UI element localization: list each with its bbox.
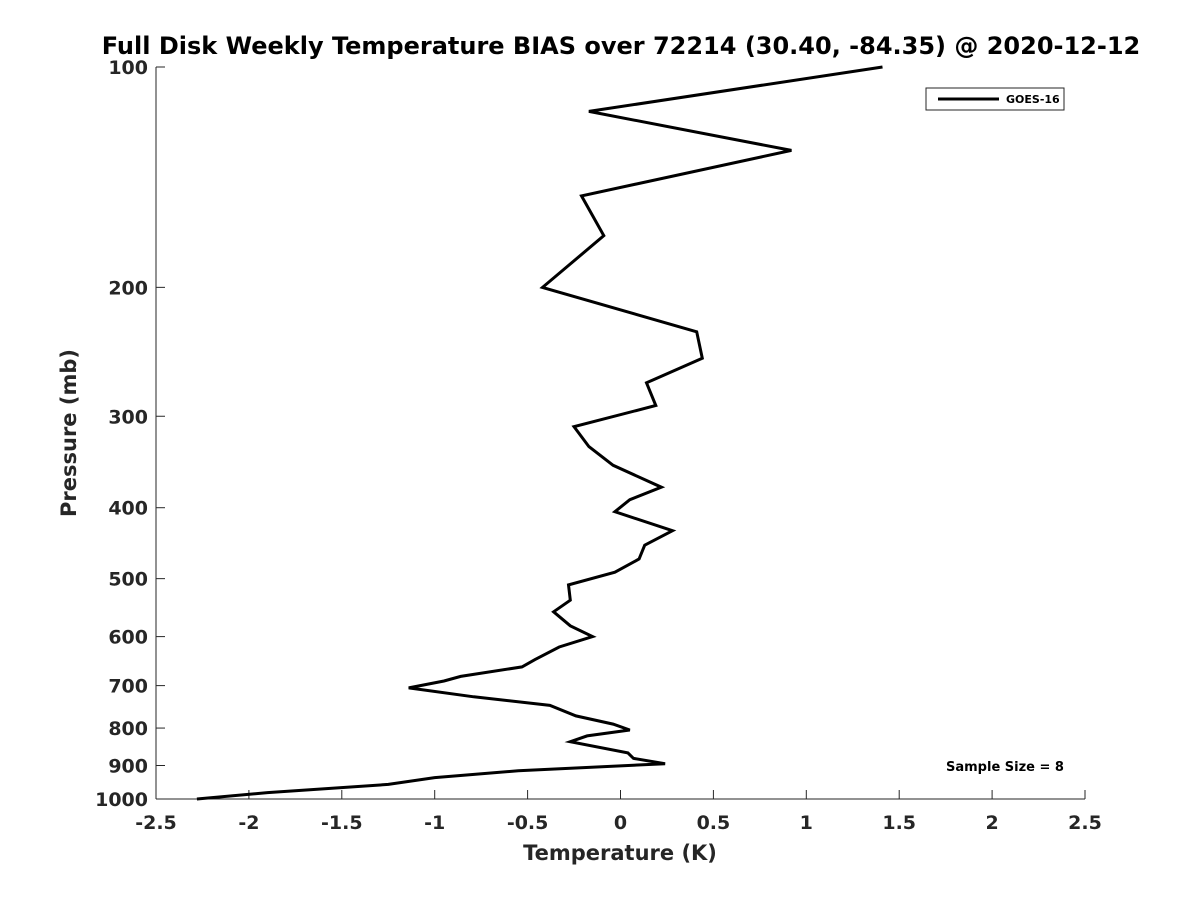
data-point — [643, 544, 646, 547]
x-tick-label: 0.5 — [697, 812, 731, 834]
data-point — [664, 762, 667, 765]
chart-title: Full Disk Weekly Temperature BIAS over 7… — [102, 32, 1141, 60]
y-tick-label: 900 — [108, 756, 148, 778]
data-point — [626, 751, 629, 754]
data-point — [587, 445, 590, 448]
data-point — [628, 729, 631, 732]
data-point — [613, 571, 616, 574]
data-point — [591, 635, 594, 638]
data-point — [671, 529, 674, 532]
y-ticks: 100 200 300 400 500 600 700 800 900 1000 — [95, 57, 165, 811]
legend: GOES-16 — [925, 87, 1065, 111]
data-point — [580, 194, 583, 197]
y-tick-label: 100 — [108, 57, 148, 79]
data-point — [628, 498, 631, 501]
data-point — [695, 330, 698, 333]
y-tick-label: 600 — [108, 627, 148, 649]
data-point — [195, 798, 198, 801]
data-point — [534, 658, 537, 661]
x-tick-label: 1 — [800, 812, 813, 834]
y-tick-label: 400 — [108, 498, 148, 520]
data-point — [701, 357, 704, 360]
data-point — [558, 646, 561, 649]
data-point — [638, 558, 641, 561]
data-point — [574, 714, 577, 717]
data-point — [573, 425, 576, 428]
series-line-goes-16 — [196, 65, 883, 801]
x-tick-label: 0 — [614, 812, 627, 834]
data-point — [881, 66, 884, 69]
data-point — [790, 149, 793, 152]
data-point — [407, 686, 410, 689]
data-point — [569, 624, 572, 627]
data-point — [266, 791, 269, 794]
data-point — [517, 769, 520, 772]
data-point — [541, 286, 544, 289]
y-tick-label: 1000 — [95, 789, 148, 811]
y-tick-label: 800 — [108, 718, 148, 740]
plot-area — [156, 67, 1085, 799]
data-point — [569, 740, 572, 743]
data-point — [660, 486, 663, 489]
data-point — [548, 704, 551, 707]
data-point — [586, 734, 589, 737]
x-axis-label: Temperature (K) — [523, 841, 717, 865]
x-ticks: -2.5 -2 -1.5 -1 -0.5 0 0.5 1 1.5 2 2.5 — [135, 790, 1102, 834]
legend-label-goes-16: GOES-16 — [1006, 93, 1060, 106]
y-tick-label: 200 — [108, 277, 148, 299]
data-point — [443, 680, 446, 683]
sample-size-note: Sample Size = 8 — [946, 760, 1064, 775]
data-point — [552, 610, 555, 613]
series-layer — [195, 65, 884, 801]
data-point — [587, 110, 590, 113]
data-point — [567, 583, 570, 586]
x-tick-label: -2 — [238, 812, 259, 834]
x-tick-label: -0.5 — [507, 812, 549, 834]
data-point — [654, 404, 657, 407]
x-tick-label: 2 — [985, 812, 998, 834]
x-tick-label: -1.5 — [321, 812, 363, 834]
y-tick-label: 300 — [108, 406, 148, 428]
data-point — [612, 723, 615, 726]
data-point — [645, 381, 648, 384]
data-point — [387, 783, 390, 786]
y-axis-label: Pressure (mb) — [57, 349, 81, 517]
x-tick-label: -1 — [424, 812, 445, 834]
data-point — [472, 695, 475, 698]
data-point — [632, 757, 635, 760]
data-point — [433, 776, 436, 779]
data-point — [613, 510, 616, 513]
x-tick-label: -2.5 — [135, 812, 177, 834]
y-tick-label: 700 — [108, 676, 148, 698]
data-point — [602, 234, 605, 237]
data-point — [459, 675, 462, 678]
data-point — [612, 464, 615, 467]
y-tick-label: 500 — [108, 569, 148, 591]
x-tick-label: 2.5 — [1068, 812, 1102, 834]
data-point — [569, 599, 572, 602]
data-point — [521, 665, 524, 668]
x-tick-label: 1.5 — [882, 812, 916, 834]
